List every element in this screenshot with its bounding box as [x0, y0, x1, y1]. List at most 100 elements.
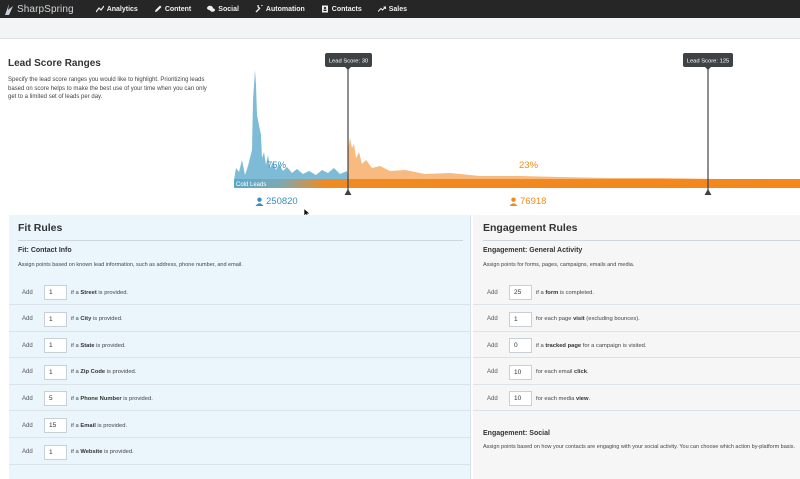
- rule-description-prefix: if a: [71, 423, 80, 429]
- fit-rule-row: Add 1 if a City is provided.: [9, 308, 470, 332]
- rule-field-name: click: [574, 369, 587, 375]
- add-label: Add: [487, 343, 509, 349]
- chat-bubbles-icon: [207, 5, 215, 13]
- rule-description: for each email click.: [536, 369, 589, 375]
- points-input[interactable]: 1: [44, 338, 67, 353]
- top-navigation-bar: SharpSpring Analytics Content Social Aut…: [0, 0, 800, 18]
- rule-field-name: City: [80, 316, 91, 322]
- nav-social-label: Social: [218, 6, 239, 13]
- engagement-social-description: Assign points based on how your contacts…: [483, 443, 800, 452]
- rule-field-name: Phone Number: [80, 396, 121, 402]
- rule-description: if a Email is provided.: [71, 423, 127, 429]
- nav-sales[interactable]: Sales: [378, 5, 407, 13]
- points-input[interactable]: 1: [509, 312, 532, 327]
- fit-rules-panel: Fit Rules Fit: Contact Info Assign point…: [9, 215, 471, 479]
- points-input[interactable]: 1: [44, 312, 67, 327]
- add-label: Add: [22, 423, 44, 429]
- engagement-general-activity-title: Engagement: General Activity: [483, 247, 582, 254]
- rule-field-name: visit: [573, 316, 585, 322]
- rule-description-suffix: for a campaign is visited.: [581, 343, 646, 349]
- rule-description-suffix: is provided.: [97, 290, 128, 296]
- rule-description-prefix: if a: [536, 290, 545, 296]
- address-book-icon: [321, 5, 329, 13]
- add-label: Add: [487, 290, 509, 296]
- nav-social[interactable]: Social: [207, 5, 239, 13]
- warm-leads-area: [348, 138, 800, 180]
- warm-leads-count-value: 76918: [520, 196, 546, 207]
- fit-contact-info-description: Assign points based on known lead inform…: [18, 262, 243, 268]
- add-label: Add: [487, 369, 509, 375]
- points-input[interactable]: 1: [44, 445, 67, 460]
- nav-analytics[interactable]: Analytics: [96, 5, 138, 13]
- engagement-rule-row: Add 10 for each email click.: [473, 361, 800, 385]
- trend-up-icon: [378, 5, 386, 13]
- lead-score-range-bar: [234, 179, 800, 188]
- warm-leads-count[interactable]: 76918: [509, 196, 546, 207]
- nav-content[interactable]: Content: [154, 5, 191, 13]
- fit-rules-divider: [18, 240, 463, 241]
- points-input[interactable]: 10: [509, 391, 532, 406]
- rule-description: if a State is provided.: [71, 343, 126, 349]
- add-label: Add: [487, 396, 509, 402]
- person-icon: [255, 197, 264, 206]
- rule-field-name: form: [545, 290, 558, 296]
- engagement-rule-row: Add 1 for each page visit (excluding bounc…: [473, 308, 800, 332]
- pencil-icon: [154, 5, 162, 13]
- add-label: Add: [22, 369, 44, 375]
- fit-rule-row: Add 1 if a Zip Code is provided.: [9, 361, 470, 385]
- rule-field-name: Street: [80, 290, 96, 296]
- cold-leads-percent: 75%: [267, 160, 287, 171]
- cold-leads-label: Cold Leads: [236, 182, 266, 188]
- rule-description-prefix: for each email: [536, 369, 574, 375]
- rule-field-name: State: [80, 343, 94, 349]
- cold-leads-area: [234, 70, 348, 180]
- marker-low-handle-icon[interactable]: [345, 189, 352, 195]
- lead-score-marker-high[interactable]: Lead Score: 125: [683, 53, 733, 195]
- points-input[interactable]: 25: [509, 285, 532, 300]
- rule-field-name: tracked page: [545, 343, 581, 349]
- points-input[interactable]: 10: [509, 365, 532, 380]
- rule-description: for each page visit (excluding bounces).: [536, 316, 640, 322]
- rule-description: if a Phone Number is provided.: [71, 396, 153, 402]
- nav-sales-label: Sales: [389, 6, 407, 13]
- rule-description-suffix: (excluding bounces).: [585, 316, 640, 322]
- person-icon: [509, 197, 518, 206]
- nav-content-label: Content: [165, 6, 191, 13]
- rule-description-suffix: .: [587, 369, 589, 375]
- nav-automation[interactable]: Automation: [255, 5, 305, 13]
- rule-description-prefix: if a: [71, 343, 80, 349]
- rule-description-suffix: is provided.: [105, 369, 136, 375]
- engagement-rule-row: Add 25 if a form is completed.: [473, 281, 800, 305]
- wrench-icon: [255, 5, 263, 13]
- engagement-rules-title: Engagement Rules: [483, 222, 578, 234]
- rule-description-suffix: is provided.: [91, 316, 122, 322]
- sub-header-bar: [0, 18, 800, 39]
- brand-name: SharpSpring: [17, 4, 74, 15]
- nav-contacts[interactable]: Contacts: [321, 5, 362, 13]
- cold-leads-count[interactable]: 250820: [255, 196, 298, 207]
- engagement-rules-divider: [483, 240, 800, 241]
- points-input[interactable]: 5: [44, 391, 67, 406]
- engagement-social-title: Engagement: Social: [483, 430, 550, 437]
- engagement-rules-panel: Engagement Rules Engagement: General Act…: [473, 215, 800, 479]
- rule-description: if a Website is provided.: [71, 449, 134, 455]
- marker-low-label: Lead Score: 30: [329, 59, 368, 65]
- fit-rule-row: Add 1 if a Street is provided.: [9, 281, 470, 305]
- fit-rules-title: Fit Rules: [18, 222, 62, 234]
- fit-rule-row: Add 15 if a Email is provided.: [9, 414, 470, 438]
- rule-description: if a Zip Code is provided.: [71, 369, 136, 375]
- points-input[interactable]: 0: [509, 338, 532, 353]
- add-label: Add: [487, 316, 509, 322]
- nav-contacts-label: Contacts: [332, 6, 362, 13]
- rule-description-prefix: if a: [71, 316, 80, 322]
- rule-field-name: view: [576, 396, 589, 402]
- points-input[interactable]: 15: [44, 418, 67, 433]
- rule-description-suffix: is completed.: [558, 290, 594, 296]
- points-input[interactable]: 1: [44, 285, 67, 300]
- brand-logo[interactable]: SharpSpring: [3, 3, 74, 16]
- points-input[interactable]: 1: [44, 365, 67, 380]
- marker-high-handle-icon[interactable]: [705, 189, 712, 195]
- rule-description: for each media view.: [536, 396, 590, 402]
- rule-description: if a tracked page for a campaign is visi…: [536, 343, 647, 349]
- nav-automation-label: Automation: [266, 6, 305, 13]
